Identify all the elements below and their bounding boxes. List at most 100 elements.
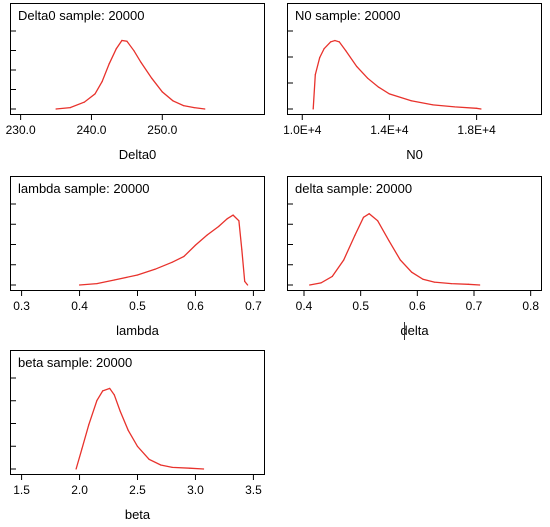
density-point [126, 40, 128, 42]
text-cursor [404, 322, 405, 340]
x-tick-label: 1.0E+4 [283, 123, 322, 137]
density-point [83, 101, 85, 103]
plot-title: delta sample: 20000 [295, 181, 412, 196]
x-tick-label: 3.5 [245, 483, 262, 497]
density-point [96, 399, 98, 402]
density-point [454, 106, 456, 108]
x-tick-label: 0.6 [187, 299, 204, 313]
density-point [154, 268, 156, 270]
density-point [101, 80, 103, 83]
density-point [183, 255, 185, 258]
density-point [331, 275, 333, 278]
chart-svg: N0 sample: 20000 1.0E+4 1.4E+4 1.8E+4 N0 [283, 3, 542, 162]
n0-panel: N0 sample: 20000 1.0E+4 1.4E+4 1.8E+4 N0 [283, 3, 542, 167]
density-point [226, 218, 228, 220]
delta-panel: delta sample: 20000 0.4 0.5 0.6 0.7 0.8 delta [287, 176, 542, 343]
density-point [78, 284, 81, 286]
density-point [69, 107, 71, 109]
density-point [194, 244, 197, 246]
density-point [218, 225, 220, 228]
density-point [161, 91, 163, 93]
density-point [377, 220, 379, 222]
density-point [399, 259, 401, 261]
density-point [338, 41, 340, 43]
density-point [55, 108, 57, 110]
density-point [354, 234, 356, 236]
x-axis-label: N0 [406, 147, 423, 162]
chart-svg: Delta0 sample: 20000 230.0 240.0 250.0 Delta… [6, 3, 265, 162]
density-point [367, 77, 369, 79]
density-point [140, 61, 142, 64]
density-point [244, 280, 246, 283]
density-point [388, 240, 390, 242]
density-point [136, 274, 139, 276]
density-point [113, 394, 115, 396]
density-point [202, 468, 205, 470]
density-point [480, 108, 482, 110]
density-point [206, 234, 208, 236]
density-point [479, 284, 481, 286]
density-point [136, 445, 139, 448]
density-point [329, 41, 332, 43]
density-point [433, 281, 435, 283]
density-point [356, 65, 358, 68]
density-line [79, 214, 249, 286]
density-point [189, 467, 191, 469]
density-point [422, 278, 424, 280]
density-point [362, 216, 365, 218]
density-point [94, 93, 96, 95]
x-axis-label: beta [125, 507, 151, 522]
density-point [238, 220, 240, 222]
x-tick-label: 0.7 [245, 299, 262, 313]
density-point [102, 390, 104, 392]
density-point [377, 86, 380, 88]
density-point [309, 284, 311, 286]
density-point [334, 39, 336, 42]
density-point [121, 39, 123, 42]
plot-title: lambda sample: 20000 [18, 181, 150, 196]
x-tick-label: 230.0 [6, 123, 36, 137]
x-tick-label: 0.7 [466, 299, 483, 313]
density-point [467, 283, 469, 285]
density-point [109, 387, 111, 390]
density-point [113, 279, 115, 281]
plot-frame [10, 350, 265, 475]
chart-svg: beta sample: 20000 1.5 2.0 2.5 3.0 3.5 beta [10, 350, 265, 522]
plot-frame [287, 3, 542, 115]
density-point [312, 108, 314, 110]
density-point [314, 74, 316, 76]
density-point [182, 104, 185, 107]
x-tick-label: 2.0 [71, 483, 88, 497]
density-line [55, 39, 205, 110]
density-point [247, 284, 249, 286]
delta0-panel: Delta0 sample: 20000 230.0 240.0 250.0 Delta… [6, 3, 265, 167]
density-point [115, 48, 117, 50]
density-point [343, 259, 345, 261]
x-axis-label: lambda [116, 323, 159, 338]
density-point [450, 282, 452, 285]
x-tick-label: 1.8E+4 [457, 123, 496, 137]
x-tick-label: 0.8 [522, 299, 539, 313]
density-point [160, 464, 162, 466]
x-tick-label: 0.3 [13, 299, 30, 313]
density-point [151, 77, 153, 79]
density-point [320, 282, 322, 284]
plot-title: beta sample: 20000 [18, 355, 132, 370]
plot-frame [287, 176, 542, 291]
density-point [81, 448, 83, 450]
density-point [96, 282, 98, 285]
density-point [411, 271, 413, 273]
density-line [75, 387, 204, 470]
density-point [108, 63, 110, 65]
lambda-panel: lambda sample: 20000 0.3 0.4 0.5 0.6 0.7 lambd… [10, 176, 265, 343]
density-point [171, 261, 173, 263]
x-axis-label: Delta0 [119, 147, 157, 162]
density-point [172, 100, 174, 102]
density-point [75, 468, 77, 470]
plot-title: N0 sample: 20000 [295, 8, 401, 23]
density-point [241, 248, 243, 250]
chart-svg: delta sample: 20000 0.4 0.5 0.6 0.7 0.8 delta [287, 176, 542, 338]
density-point [171, 466, 173, 468]
x-tick-label: 0.5 [129, 299, 146, 313]
density-point [388, 93, 391, 95]
